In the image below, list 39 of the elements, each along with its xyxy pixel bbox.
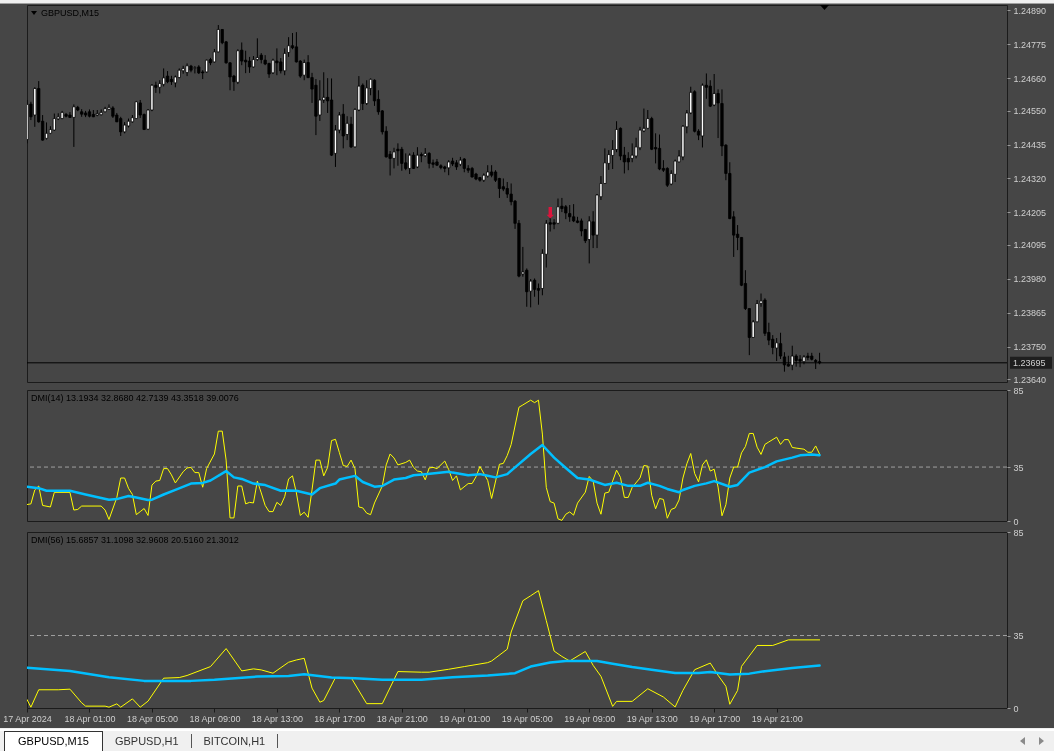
y-tick-label: 1.24890 [1013, 5, 1047, 16]
y-tick-label: 1.24320 [1013, 173, 1047, 184]
ref-line-label: 1.23695 [1013, 357, 1046, 368]
y-tick-label: 1.23750 [1013, 342, 1047, 353]
x-tick-label: 18 Apr 21:00 [376, 713, 428, 724]
y-tick-label: 1.23865 [1013, 308, 1047, 319]
y-tick-label: 0 [1013, 516, 1019, 527]
y-tick-label: 85 [1013, 527, 1024, 538]
x-tick-label: 18 Apr 01:00 [64, 713, 116, 724]
x-tick-label: 18 Apr 09:00 [189, 713, 241, 724]
y-tick-label: 1.24435 [1013, 140, 1047, 151]
x-tick-label: 19 Apr 13:00 [626, 713, 678, 724]
x-tick-label: 18 Apr 05:00 [126, 713, 178, 724]
y-tick-label: 1.23640 [1013, 374, 1047, 385]
y-tick-label: 1.24205 [1013, 207, 1047, 218]
x-tick-label: 19 Apr 05:00 [501, 713, 553, 724]
y-tick-label: 1.24660 [1013, 73, 1047, 84]
y-tick-label: 35 [1013, 631, 1024, 642]
y-tick-label: 1.24775 [1013, 39, 1047, 50]
chart-title: GBPUSD,M15 [41, 8, 100, 18]
x-tick-label: 17 Apr 2024 [3, 713, 52, 724]
text: BITCOIN,H1 [191, 734, 279, 748]
x-tick-label: 19 Apr 09:00 [564, 713, 616, 724]
chart-title: DMI(14) 13.1934 32.8680 42.7139 43.3518 39.0076 [31, 393, 239, 403]
y-tick-label: 85 [1013, 385, 1024, 396]
y-tick-label: 1.24550 [1013, 106, 1047, 117]
annotation: ⬇ [543, 203, 557, 222]
x-tick-label: 19 Apr 21:00 [751, 713, 803, 724]
y-tick-label: 1.23980 [1013, 274, 1047, 285]
chart-title: DMI(56) 15.6857 31.1098 32.9608 20.5160 21.3012 [31, 535, 239, 545]
x-tick-label: 18 Apr 13:00 [251, 713, 303, 724]
x-tick-label: 19 Apr 01:00 [439, 713, 491, 724]
text: GBPUSD,H1 [102, 734, 192, 748]
text: GBPUSD,M15 [4, 731, 103, 751]
y-tick-label: 35 [1013, 462, 1024, 473]
x-tick-label: 19 Apr 17:00 [689, 713, 741, 724]
y-tick-label: 0 [1013, 703, 1019, 714]
y-tick-label: 1.24095 [1013, 240, 1047, 251]
x-tick-label: 18 Apr 17:00 [314, 713, 366, 724]
